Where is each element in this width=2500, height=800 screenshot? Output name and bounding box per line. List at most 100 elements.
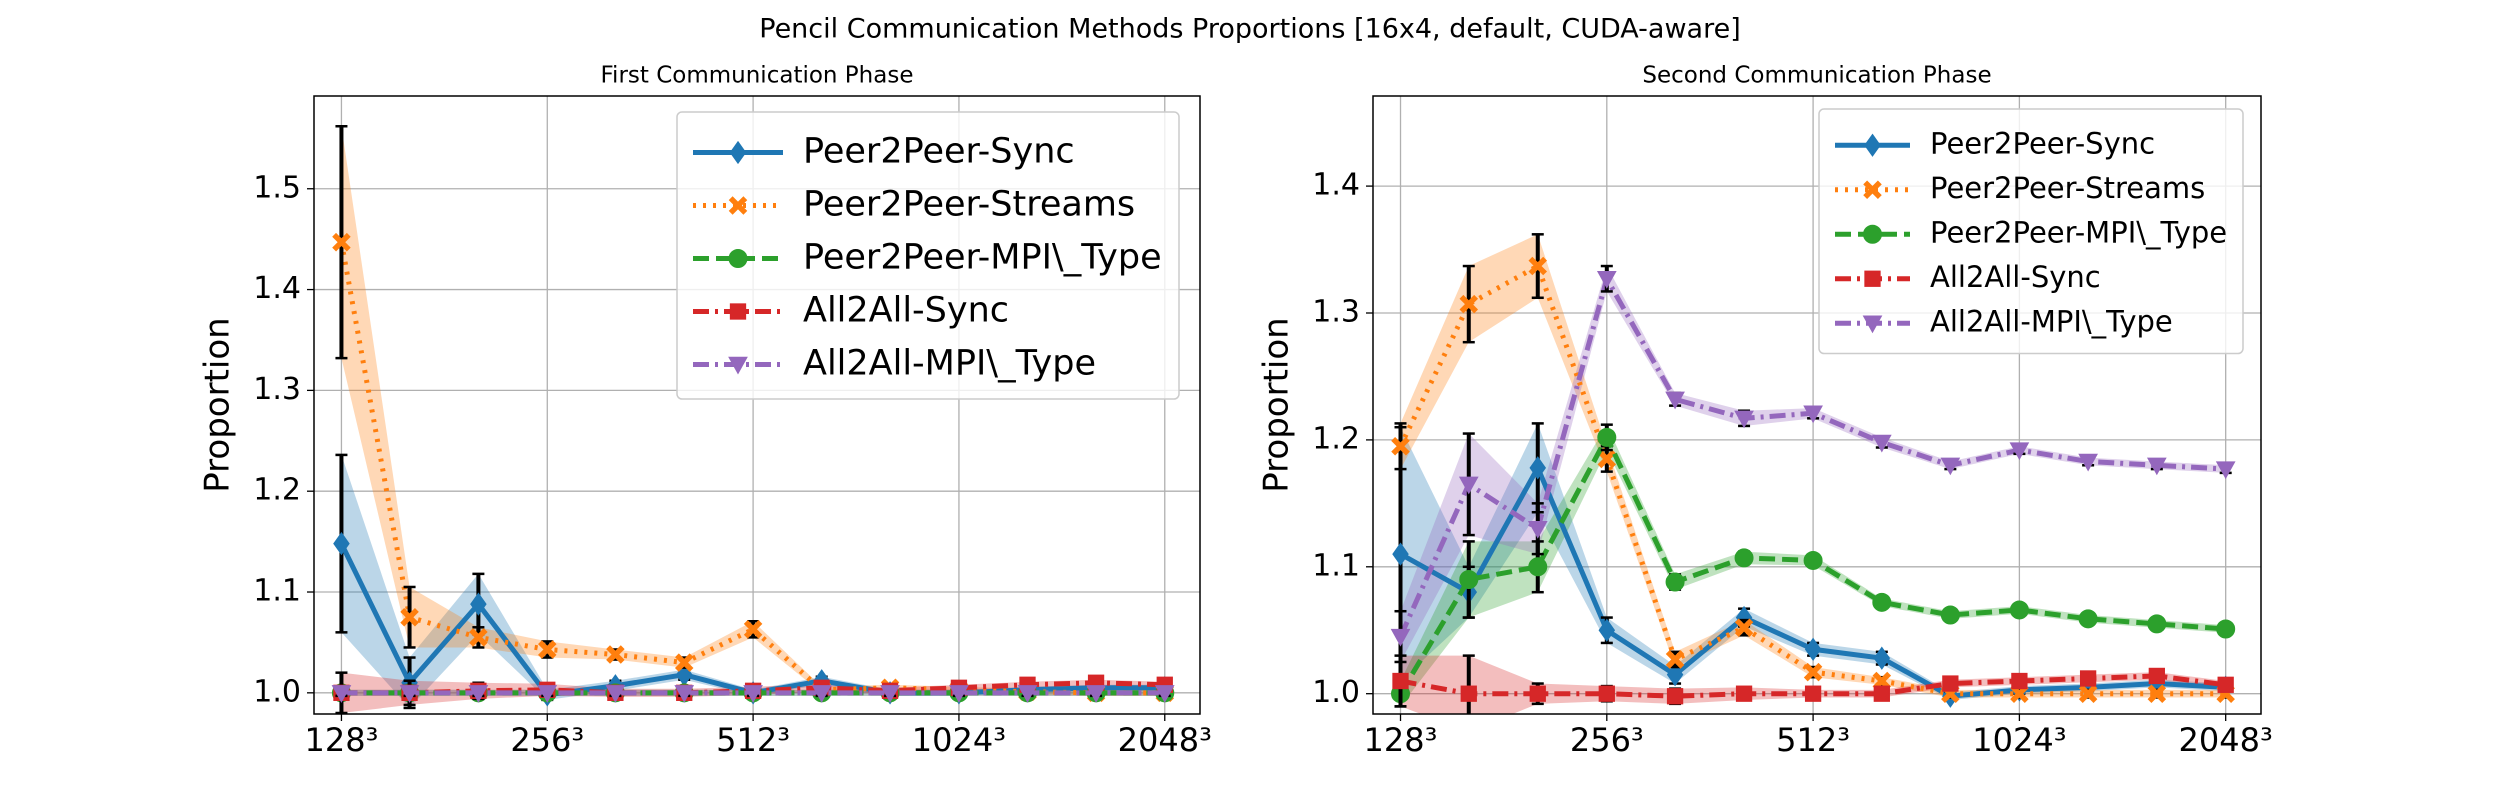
marker xyxy=(1390,628,1411,647)
marker xyxy=(2078,453,2098,472)
marker xyxy=(1873,646,1891,670)
marker xyxy=(1803,405,1823,424)
marker xyxy=(743,620,763,639)
x-tick-label: 256³ xyxy=(510,721,584,759)
marker xyxy=(1940,457,1961,476)
marker xyxy=(2009,600,2029,620)
x-tick-label: 256³ xyxy=(1570,721,1644,759)
error-band xyxy=(341,454,1165,708)
marker xyxy=(674,653,694,672)
marker xyxy=(880,685,900,703)
marker xyxy=(1528,256,1548,276)
marker xyxy=(1459,569,1479,589)
marker xyxy=(811,685,832,703)
marker xyxy=(1873,685,1890,702)
legend: Peer2Peer-Sync Peer2Peer-Streams Peer2Peer… xyxy=(676,111,1180,400)
marker xyxy=(728,196,748,215)
legend-label: All2All-Sync xyxy=(1930,260,2101,294)
marker xyxy=(1529,685,1546,702)
marker xyxy=(674,685,695,703)
figure-title: Pencil Communication Methods Proportions… xyxy=(759,14,1741,45)
marker xyxy=(399,685,420,703)
marker xyxy=(2148,667,2165,685)
x-tick-label: 512³ xyxy=(716,721,790,759)
marker xyxy=(1528,557,1548,577)
y-tick-label: 1.3 xyxy=(1312,294,1360,329)
legend: Peer2Peer-Sync Peer2Peer-Streams Peer2Peer… xyxy=(1818,108,2244,355)
marker xyxy=(1597,427,1617,447)
x-tick-label: 2048³ xyxy=(1118,721,1212,759)
marker xyxy=(605,685,626,703)
legend-label: Peer2Peer-Sync xyxy=(803,132,1075,172)
legend-label: Peer2Peer-Streams xyxy=(803,185,1135,225)
marker xyxy=(1598,685,1615,702)
legend-label: Peer2Peer-MPI\_Type xyxy=(803,238,1162,278)
legend-box xyxy=(1818,108,2244,355)
marker xyxy=(2216,619,2236,639)
marker xyxy=(1942,675,1959,692)
marker xyxy=(2215,461,2236,480)
marker xyxy=(400,607,419,627)
marker xyxy=(1392,672,1409,690)
marker xyxy=(2011,672,2028,690)
marker xyxy=(1735,685,1753,702)
plot-area xyxy=(1390,233,2236,714)
marker xyxy=(1871,434,1892,453)
marker xyxy=(2009,442,2030,461)
marker xyxy=(331,685,352,703)
marker xyxy=(2147,614,2167,634)
marker xyxy=(728,249,748,268)
x-tick-label: 512³ xyxy=(1776,721,1850,759)
marker xyxy=(1529,456,1547,480)
marker xyxy=(729,140,747,165)
marker xyxy=(1803,662,1823,682)
marker xyxy=(1597,449,1617,469)
y-axis-label: Proportion xyxy=(1257,317,1297,492)
marker xyxy=(606,645,625,664)
y-tick-label: 1.0 xyxy=(253,674,301,709)
marker xyxy=(469,628,488,647)
y-axis-label: Proportion xyxy=(198,317,238,492)
marker xyxy=(2079,670,2097,687)
axes-frame xyxy=(313,95,1201,715)
marker xyxy=(729,303,747,320)
marker xyxy=(468,685,489,703)
x-tick-label: 1024³ xyxy=(912,721,1006,759)
marker xyxy=(1666,662,1684,687)
marker xyxy=(537,685,558,703)
x-tick-label: 1024³ xyxy=(1972,721,2066,759)
marker xyxy=(1391,436,1410,456)
marker xyxy=(2146,457,2167,476)
marker xyxy=(333,531,350,556)
marker xyxy=(2217,676,2234,693)
marker xyxy=(538,640,557,659)
marker xyxy=(1864,133,1881,157)
marker xyxy=(332,232,351,252)
marker xyxy=(1460,685,1477,702)
marker xyxy=(1458,476,1479,495)
marker xyxy=(470,592,487,616)
marker xyxy=(728,356,748,375)
marker xyxy=(1086,685,1106,703)
legend-label: All2All-MPI\_Type xyxy=(1930,304,2173,338)
marker xyxy=(949,685,969,703)
marker xyxy=(1459,294,1479,314)
marker xyxy=(2078,609,2098,629)
marker xyxy=(1392,542,1409,566)
marker xyxy=(1863,180,1882,200)
marker xyxy=(1598,618,1616,642)
marker xyxy=(1734,618,1754,637)
axes: First Communication Phase Proportion 1.0 1.… xyxy=(198,63,1212,760)
marker xyxy=(1527,521,1548,539)
marker xyxy=(1872,592,1892,612)
y-tick-label: 1.1 xyxy=(253,574,301,609)
marker xyxy=(2078,684,2098,703)
error-band xyxy=(1400,234,2226,698)
marker xyxy=(1804,685,1822,702)
axes: Second Communication PhaseProportion1.01… xyxy=(1257,63,2273,760)
y-tick-label: 1.2 xyxy=(253,473,301,508)
marker xyxy=(1864,270,1881,287)
marker xyxy=(1665,650,1685,669)
marker xyxy=(743,685,763,703)
axes-title: First Communication Phase xyxy=(601,63,914,89)
